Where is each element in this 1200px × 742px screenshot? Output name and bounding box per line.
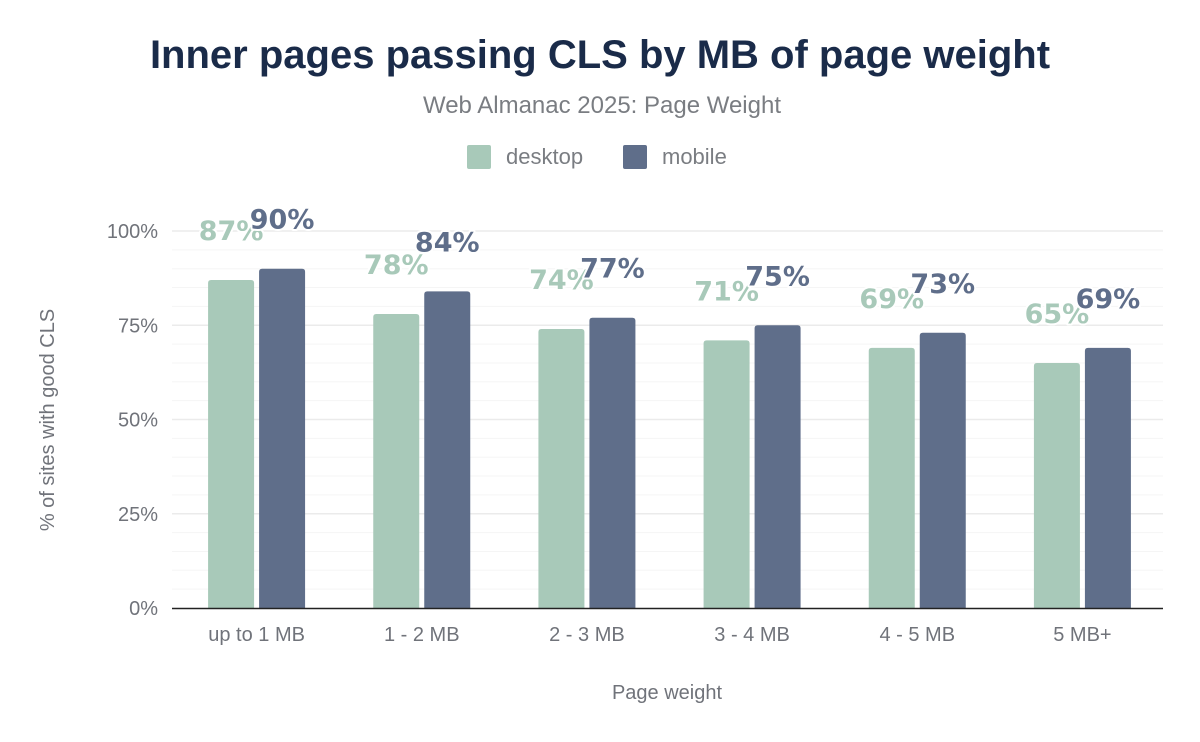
x-tick-label: 2 - 3 MB	[549, 624, 625, 646]
data-label-desktop: 74%	[529, 265, 594, 296]
bar-mobile	[919, 332, 966, 608]
data-label-desktop: 65%	[1025, 299, 1090, 330]
data-label-mobile: 73%	[910, 269, 975, 300]
data-label-mobile: 75%	[745, 261, 810, 292]
x-tick-label: 4 - 5 MB	[879, 624, 955, 646]
bar-mobile	[754, 325, 801, 608]
bar-mobile	[589, 317, 636, 608]
chart-title: Inner pages passing CLS by MB of page we…	[150, 33, 1050, 77]
data-label-mobile: 69%	[1076, 284, 1141, 315]
chart-subtitle: Web Almanac 2025: Page Weight	[423, 92, 781, 119]
bar-desktop	[1033, 362, 1080, 608]
bar-desktop	[868, 347, 915, 608]
gridlines	[172, 230, 1163, 590]
y-tick-label: 100%	[107, 221, 158, 243]
y-axis-title: % of sites with good CLS	[37, 309, 59, 531]
x-tick-label: 5 MB+	[1053, 624, 1111, 646]
bar-desktop	[208, 280, 255, 608]
bar-desktop	[373, 313, 420, 608]
bar-desktop	[703, 340, 750, 608]
data-label-mobile: 84%	[415, 227, 480, 258]
bar-desktop	[538, 329, 585, 608]
bars	[208, 268, 1131, 608]
legend-swatch-mobile	[623, 145, 647, 169]
legend-swatch-desktop	[467, 145, 491, 169]
legend: desktop mobile	[467, 144, 727, 169]
data-label-mobile: 90%	[250, 205, 315, 236]
x-tick-label: up to 1 MB	[208, 624, 305, 646]
y-tick-label: 0%	[129, 598, 158, 620]
bar-mobile	[259, 268, 306, 608]
data-label-desktop: 71%	[694, 276, 759, 307]
y-axis-ticks: 0% 25% 50% 75% 100%	[107, 221, 158, 620]
legend-label-desktop: desktop	[506, 144, 583, 169]
x-axis-title: Page weight	[612, 682, 723, 704]
y-tick-label: 50%	[118, 410, 158, 432]
data-labels: 87%90%78%84%74%77%71%75%69%73%65%69%	[197, 203, 1142, 332]
data-label-mobile: 77%	[580, 254, 645, 285]
data-label-desktop: 69%	[859, 284, 924, 315]
x-tick-label: 3 - 4 MB	[714, 624, 790, 646]
bar-mobile	[424, 291, 471, 608]
data-label-desktop: 78%	[364, 250, 429, 281]
bar-mobile	[1084, 347, 1131, 608]
x-axis-ticks: up to 1 MB 1 - 2 MB 2 - 3 MB 3 - 4 MB 4 - 5 …	[208, 624, 1111, 646]
legend-label-mobile: mobile	[662, 144, 727, 169]
y-tick-label: 25%	[118, 504, 158, 526]
data-label-desktop: 87%	[199, 216, 264, 247]
y-tick-label: 75%	[118, 315, 158, 337]
x-tick-label: 1 - 2 MB	[384, 624, 460, 646]
